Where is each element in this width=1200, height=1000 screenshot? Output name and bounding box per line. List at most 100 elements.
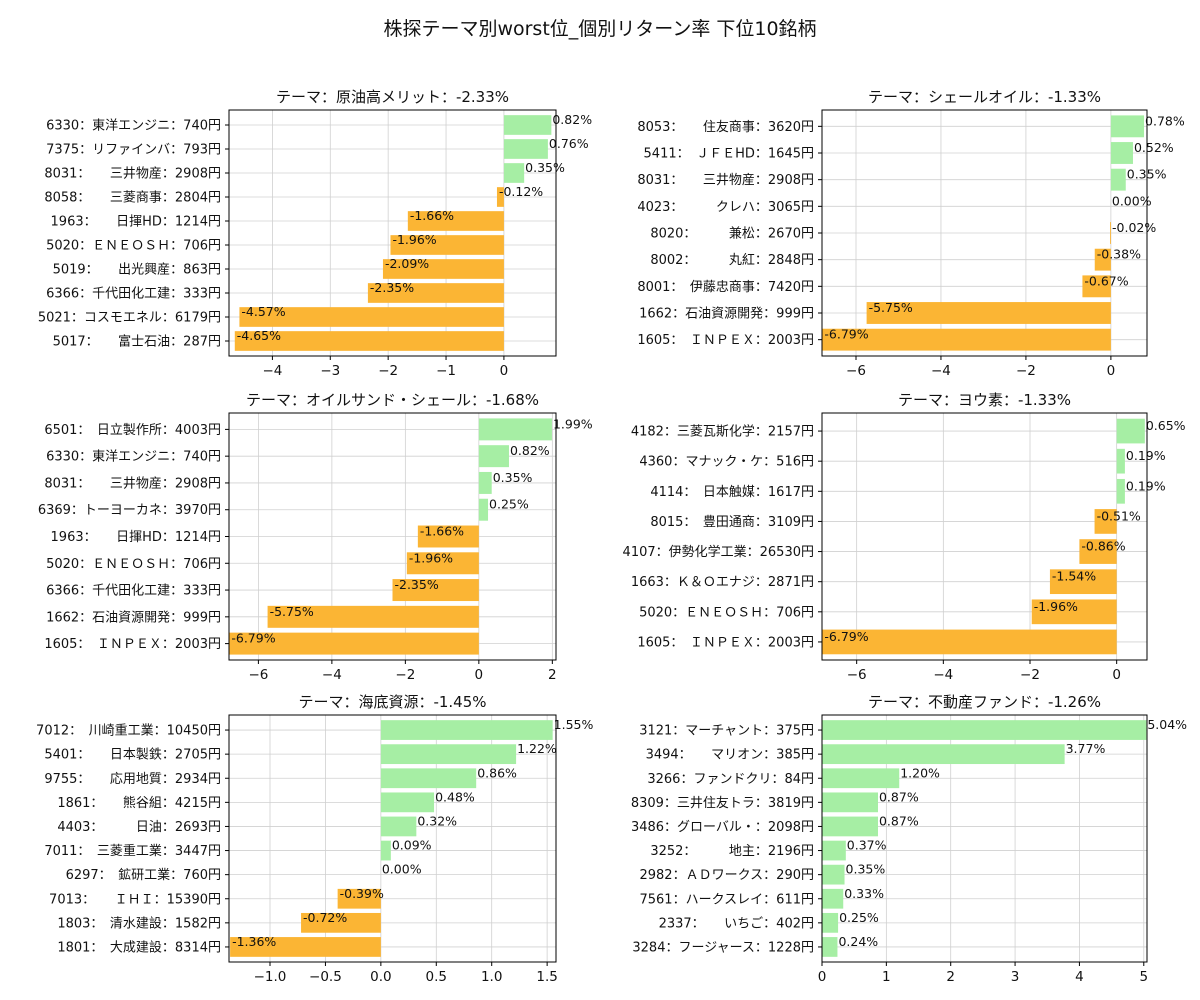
- bar: [503, 139, 548, 159]
- bar: [380, 768, 477, 789]
- bar: [1116, 418, 1145, 444]
- x-tick-label: −6: [846, 363, 866, 379]
- y-tick-label: 1801： 大成建設：8314円: [57, 939, 221, 955]
- bar: [1094, 509, 1117, 534]
- y-tick-label: 5020：ＥＮＥＯＳＨ：706円: [46, 239, 221, 254]
- data-label: 0.33%: [844, 886, 884, 901]
- y-tick-label: 4403： 日油：2693円: [57, 820, 221, 835]
- data-label: -4.65%: [237, 328, 281, 343]
- chart-title: テーマ：原油高メリット：-2.33%: [276, 88, 509, 106]
- y-tick-label: 6366：千代田化工建：333円: [46, 287, 221, 302]
- y-tick-label: 1605： ＩＮＰＥＸ：2003円: [637, 333, 814, 348]
- data-label: -6.79%: [824, 327, 868, 342]
- y-tick-label: 6369：トーヨーカネ：3970円: [38, 503, 221, 518]
- data-label: 0.35%: [525, 160, 565, 175]
- x-tick-label: −2: [1020, 667, 1040, 683]
- y-tick-label: 2337： いちご：402円: [659, 915, 814, 931]
- bar: [866, 302, 1111, 324]
- x-tick-label: 0: [500, 363, 509, 379]
- data-label: 0.35%: [846, 862, 886, 877]
- bar: [1082, 275, 1111, 298]
- bar: [239, 307, 504, 327]
- bar: [478, 445, 509, 468]
- bar: [382, 259, 504, 279]
- chart-title: テーマ：ヨウ素：-1.33%: [898, 391, 1071, 409]
- y-tick-label: 1605： ＩＮＰＥＸ：2003円: [44, 637, 221, 652]
- y-tick-label: 6297： 鉱研工業：760円: [66, 867, 221, 883]
- x-tick-label: 0.5: [426, 969, 447, 985]
- x-tick-label: −0.5: [309, 969, 342, 985]
- x-tick-label: −4: [933, 667, 953, 683]
- data-label: -2.35%: [395, 577, 439, 592]
- y-tick-label: 5021：コスモエネル：6179円: [38, 311, 221, 326]
- data-label: 0.52%: [1134, 140, 1174, 155]
- bar: [1094, 248, 1111, 271]
- data-label: -4.57%: [241, 304, 285, 319]
- y-tick-label: 8031： 三井物産：2908円: [637, 172, 814, 188]
- bar: [822, 864, 845, 885]
- bar: [380, 816, 417, 837]
- bar: [822, 816, 878, 837]
- y-tick-label: 3252： 地主：2196円: [650, 844, 814, 859]
- y-tick-label: 8031： 三井物産：2908円: [44, 475, 221, 491]
- y-tick-label: 3486：グローバル・：2098円: [631, 820, 814, 835]
- data-label: -0.38%: [1097, 247, 1141, 262]
- bar: [503, 115, 552, 135]
- y-tick-label: 4360：マナック・ケ：516円: [639, 455, 814, 470]
- data-label: 0.82%: [552, 112, 592, 127]
- y-tick-label: 9755： 応用地質：2934円: [44, 772, 221, 787]
- axes-frame: [821, 412, 1148, 661]
- bar: [337, 888, 381, 909]
- data-label: 0.37%: [847, 838, 887, 853]
- chart-title: テーマ：シェールオイル：-1.33%: [868, 88, 1101, 106]
- data-label: 0.86%: [477, 765, 517, 780]
- bar: [1110, 168, 1126, 191]
- data-label: -2.09%: [385, 256, 429, 271]
- data-label: -0.86%: [1081, 539, 1125, 554]
- bar: [1116, 448, 1125, 474]
- data-label: 0.48%: [435, 789, 475, 804]
- x-tick-label: 4: [1075, 969, 1084, 985]
- bar: [822, 328, 1111, 351]
- bar: [417, 525, 479, 548]
- x-tick-label: −2: [1016, 363, 1036, 379]
- bar: [301, 912, 381, 933]
- data-label: 0.00%: [1112, 193, 1152, 208]
- data-label: -1.96%: [1034, 599, 1078, 614]
- bar: [392, 579, 479, 602]
- y-tick-label: 2982：ＡＤワークス：290円: [639, 868, 814, 883]
- y-tick-label: 6366：千代田化工建：333円: [46, 584, 221, 599]
- x-tick-label: 2: [946, 969, 955, 985]
- x-tick-label: 3: [1011, 969, 1020, 985]
- y-tick-label: 3494： マリオン：385円: [646, 748, 814, 763]
- x-tick-label: 0: [1112, 667, 1121, 683]
- bar: [230, 937, 381, 957]
- y-tick-label: 8031： 三井物産：2908円: [44, 166, 221, 182]
- data-label: -6.79%: [824, 629, 868, 644]
- bar: [407, 211, 504, 231]
- y-tick-label: 7011： 三菱重工業：3447円: [44, 843, 221, 859]
- data-label: -6.79%: [231, 631, 275, 646]
- x-tick-label: 2: [548, 667, 557, 683]
- bar: [1110, 222, 1111, 244]
- y-tick-label: 1861： 熊谷組：4215円: [57, 795, 221, 811]
- y-tick-label: 8001： 伊藤忠商事：7420円: [637, 280, 814, 295]
- data-label: 0.09%: [392, 838, 432, 853]
- bar: [380, 792, 435, 813]
- bar: [822, 937, 838, 957]
- data-label: 3.77%: [1066, 741, 1106, 756]
- x-tick-label: 1.0: [481, 969, 502, 985]
- x-tick-label: 0.0: [370, 969, 391, 985]
- data-label: 0.82%: [510, 443, 550, 458]
- data-label: -5.75%: [869, 300, 913, 315]
- y-tick-label: 1662：石油資源開発：999円: [639, 307, 814, 322]
- y-tick-label: 4107：伊勢化学工業：26530円: [623, 544, 814, 560]
- x-tick-label: 5: [1139, 969, 1148, 985]
- data-label: 0.19%: [1126, 448, 1166, 463]
- data-label: 0.19%: [1126, 478, 1166, 493]
